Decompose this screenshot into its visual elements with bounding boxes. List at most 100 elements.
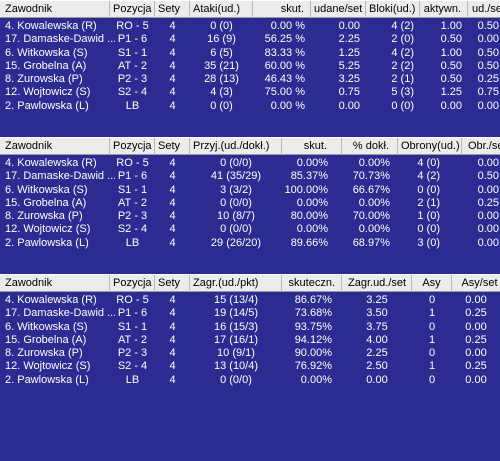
aces-per-set-cell: 0.00: [465, 347, 487, 360]
table-row[interactable]: 12. Wojtowicz (S) S2 - 4 4 13 (10/4) 76.…: [0, 360, 500, 373]
column-header-efficiency[interactable]: skut.: [253, 1, 311, 18]
table-row[interactable]: 2. Pawlowska (L) LB 4 29 (26/20) 89.66% …: [0, 237, 500, 250]
accuracy-cell: 0.00%: [358, 223, 390, 236]
success-per-set-cell: 0.00: [338, 20, 360, 32]
column-header-serves[interactable]: Zagr.(ud./pkt): [190, 275, 282, 292]
digs-cell: 0 (0): [417, 183, 440, 196]
player-name: 4. Kowalewska (R): [5, 20, 97, 32]
column-header-blocks-per-set[interactable]: ud./set: [468, 1, 500, 18]
serves-cell: 19 (14/5): [213, 307, 259, 320]
sets-cell: 4: [169, 210, 176, 223]
table-row[interactable]: 12. Wojtowicz (S) S2 - 4 4 4 (3) 75.00 %…: [0, 86, 500, 99]
receptions-cell: 10 (8/7): [217, 210, 255, 223]
attacks-cell: 6 (5): [210, 46, 233, 59]
column-header-efficiency[interactable]: skuteczn.: [282, 275, 342, 292]
table-row[interactable]: 4. Kowalewska (R) RO - 5 4 15 (13/4) 86.…: [0, 294, 500, 307]
table-row[interactable]: 8. Zurowska (P) P2 - 3 4 10 (8/7) 80.00%…: [0, 210, 500, 223]
efficiency-cell: 56.25 %: [264, 33, 305, 46]
sets-cell: 4: [169, 99, 176, 112]
position-cell: LB: [125, 236, 140, 249]
aces-cell: 0: [428, 294, 436, 306]
player-name: 6. Witkowska (S): [5, 320, 88, 333]
serves-per-set-cell: 2.50: [366, 360, 388, 373]
position-cell: P1 - 6: [117, 170, 148, 183]
table-row[interactable]: 4. Kowalewska (R) RO - 5 4 0 (0/0) 0.00%…: [0, 157, 500, 170]
serves-cell: 10 (9/1): [217, 347, 255, 360]
sets-cell: 4: [169, 294, 176, 306]
serves-cell: 13 (10/4): [213, 360, 259, 373]
column-header-position[interactable]: Pozycja: [110, 275, 155, 292]
sets-cell: 4: [169, 20, 176, 32]
efficiency-cell: 86.67%: [294, 294, 332, 306]
column-header-attacks[interactable]: Ataki(ud.): [190, 1, 253, 18]
column-header-sets[interactable]: Sety: [155, 275, 190, 292]
receptions-cell: 0 (0/0): [220, 157, 252, 169]
column-header-player[interactable]: Zawodnik: [0, 275, 110, 292]
column-header-receptions[interactable]: Przyj.(ud./dokł.): [190, 138, 282, 155]
column-header-player[interactable]: Zawodnik: [0, 138, 110, 155]
player-name: 8. Zurowska (P): [5, 347, 83, 360]
column-header-serves-per-set[interactable]: Zagr.ud./set: [342, 275, 412, 292]
table-row[interactable]: 8. Zurowska (P) P2 - 3 4 28 (13) 46.43 %…: [0, 73, 500, 86]
column-header-success-per-set[interactable]: udane/set: [311, 1, 366, 18]
serves-per-set-cell: 2.25: [366, 347, 388, 360]
blocks-cell: 4 (2): [391, 20, 414, 32]
player-name: 8. Zurowska (P): [5, 73, 83, 86]
column-header-digs[interactable]: Obrony(ud.): [398, 138, 462, 155]
player-name: 15. Grobelna (A): [5, 196, 87, 209]
efficiency-cell: 0.00%: [296, 223, 328, 236]
column-header-sets[interactable]: Sety: [155, 138, 190, 155]
table-row[interactable]: 15. Grobelna (A) AT - 2 4 0 (0/0) 0.00% …: [0, 197, 500, 210]
table-row[interactable]: 2. Pawlowska (L) LB 4 0 (0) 0.00 % 0.00 …: [0, 100, 500, 113]
efficiency-cell: 80.00%: [290, 210, 328, 223]
serves-cell: 16 (15/3): [213, 320, 259, 333]
column-header-accuracy[interactable]: % dokł.: [342, 138, 398, 155]
player-name: 6. Witkowska (S): [5, 46, 88, 59]
table-row[interactable]: 6. Witkowska (S) S1 - 1 4 6 (5) 83.33 % …: [0, 47, 500, 60]
sets-cell: 4: [169, 183, 176, 196]
position-cell: S1 - 1: [117, 320, 148, 333]
success-per-set-cell: 3.25: [338, 73, 360, 86]
table-row[interactable]: 2. Pawlowska (L) LB 4 0 (0/0) 0.00% 0.00…: [0, 374, 500, 387]
column-header-aces-per-set[interactable]: Asy/set: [452, 275, 500, 292]
digs-per-set-cell: 0.00: [477, 183, 499, 196]
column-header-player[interactable]: Zawodnik: [0, 1, 110, 18]
table-row[interactable]: 15. Grobelna (A) AT - 2 4 35 (21) 60.00 …: [0, 60, 500, 73]
table-row[interactable]: 6. Witkowska (S) S1 - 1 4 16 (15/3) 93.7…: [0, 321, 500, 334]
table-body: 4. Kowalewska (R) RO - 5 4 0 (0/0) 0.00%…: [0, 155, 500, 250]
blocks-per-set-cell: 0.75: [477, 86, 499, 99]
accuracy-cell: 68.97%: [352, 236, 390, 249]
column-header-efficiency[interactable]: skut.: [282, 138, 342, 155]
position-cell: P2 - 3: [117, 210, 148, 223]
column-header-digs-per-set[interactable]: Obr./set: [462, 138, 500, 155]
efficiency-cell: 83.33 %: [264, 46, 305, 59]
table-row[interactable]: 12. Wojtowicz (S) S2 - 4 4 0 (0/0) 0.00%…: [0, 223, 500, 236]
activity-cell: 0.00: [440, 99, 462, 112]
table-row[interactable]: 17. Damaske-Dawid ... P1 - 6 4 16 (9) 56…: [0, 33, 500, 46]
table-row[interactable]: 6. Witkowska (S) S1 - 1 4 3 (3/2) 100.00…: [0, 184, 500, 197]
sets-cell: 4: [169, 373, 176, 386]
table-row[interactable]: 17. Damaske-Dawid ... P1 - 6 4 19 (14/5)…: [0, 307, 500, 320]
aces-per-set-cell: 0.00: [465, 373, 487, 386]
column-header-activity[interactable]: aktywn.: [420, 1, 468, 18]
blocks-per-set-cell: 0.00: [477, 33, 499, 46]
accuracy-cell: 0.00%: [358, 196, 390, 209]
column-header-sets[interactable]: Sety: [155, 1, 190, 18]
efficiency-cell: 60.00 %: [264, 59, 305, 72]
efficiency-cell: 90.00%: [294, 347, 332, 360]
serves-per-set-cell: 3.75: [366, 320, 388, 333]
column-header-blocks[interactable]: Bloki(ud.): [366, 1, 420, 18]
table-row[interactable]: 8. Zurowska (P) P2 - 3 4 10 (9/1) 90.00%…: [0, 347, 500, 360]
table-row[interactable]: 4. Kowalewska (R) RO - 5 4 0 (0) 0.00 % …: [0, 20, 500, 33]
table-row[interactable]: 15. Grobelna (A) AT - 2 4 17 (16/1) 94.1…: [0, 334, 500, 347]
table-row[interactable]: 17. Damaske-Dawid ... P1 - 6 4 41 (35/29…: [0, 170, 500, 183]
sets-cell: 4: [169, 33, 176, 46]
aces-cell: 1: [428, 333, 436, 346]
column-header-position[interactable]: Pozycja: [110, 138, 155, 155]
efficiency-cell: 0.00%: [296, 157, 328, 169]
digs-cell: 4 (0): [417, 157, 440, 169]
table-body: 4. Kowalewska (R) RO - 5 4 15 (13/4) 86.…: [0, 292, 500, 387]
column-header-aces[interactable]: Asy: [412, 275, 452, 292]
receptions-cell: 29 (26/20): [210, 236, 262, 249]
column-header-position[interactable]: Pozycja: [110, 1, 155, 18]
